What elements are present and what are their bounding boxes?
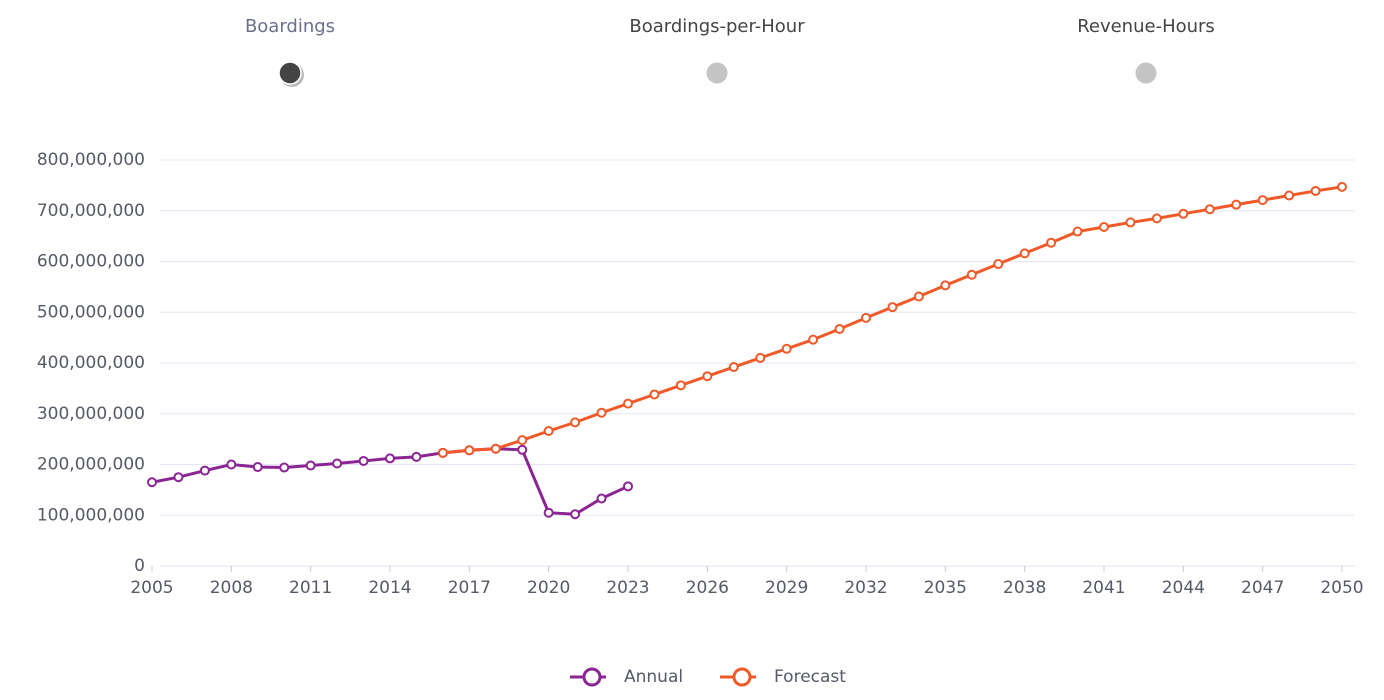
point bbox=[1125, 217, 1136, 228]
y-tick-label: 700,000,000 bbox=[37, 201, 145, 221]
x-tick-label: 2008 bbox=[210, 578, 253, 598]
point bbox=[1310, 185, 1321, 196]
x-tick-label: 2050 bbox=[1320, 578, 1363, 598]
point bbox=[437, 447, 448, 458]
x-tick-label: 2026 bbox=[686, 578, 729, 598]
x-tick-label: 2038 bbox=[1003, 578, 1046, 598]
y-tick-label: 800,000,000 bbox=[37, 150, 145, 170]
point bbox=[517, 444, 528, 455]
point bbox=[570, 509, 581, 520]
point bbox=[570, 417, 581, 428]
y-tick-label: 600,000,000 bbox=[37, 252, 145, 272]
point bbox=[596, 407, 607, 418]
point bbox=[808, 334, 819, 345]
legend-label[interactable]: Annual bbox=[624, 667, 683, 687]
tab-radio[interactable] bbox=[278, 61, 302, 85]
point bbox=[755, 352, 766, 363]
point bbox=[226, 459, 237, 470]
point bbox=[385, 453, 395, 464]
point bbox=[993, 259, 1004, 270]
point bbox=[332, 458, 343, 469]
tab-radio[interactable] bbox=[706, 62, 728, 84]
point bbox=[1178, 208, 1189, 219]
point bbox=[1072, 226, 1083, 237]
point bbox=[728, 362, 739, 373]
series-line bbox=[442, 185, 1343, 455]
point bbox=[1099, 221, 1109, 232]
y-tick-label: 200,000,000 bbox=[37, 455, 145, 475]
point bbox=[675, 380, 686, 391]
tab-radio[interactable] bbox=[1135, 62, 1157, 84]
point bbox=[1284, 190, 1295, 201]
point bbox=[596, 493, 607, 504]
legend-label[interactable]: Forecast bbox=[774, 667, 846, 687]
y-tick-label: 300,000,000 bbox=[37, 404, 145, 424]
x-tick-label: 2017 bbox=[448, 578, 491, 598]
point bbox=[543, 426, 554, 437]
point bbox=[490, 443, 501, 454]
y-tick-label: 400,000,000 bbox=[37, 353, 145, 373]
point bbox=[940, 280, 951, 291]
y-tick-label: 500,000,000 bbox=[37, 302, 145, 322]
point bbox=[1046, 237, 1057, 248]
x-tick-label: 2020 bbox=[527, 578, 570, 598]
point bbox=[517, 435, 528, 446]
point bbox=[834, 323, 845, 334]
x-tick-label: 2029 bbox=[765, 578, 808, 598]
point bbox=[1231, 199, 1242, 210]
x-tick-label: 2032 bbox=[844, 578, 887, 598]
point bbox=[861, 312, 871, 323]
x-tick-label: 2035 bbox=[924, 578, 967, 598]
point bbox=[702, 371, 713, 382]
x-tick-label: 2005 bbox=[130, 578, 173, 598]
point bbox=[623, 481, 633, 492]
point bbox=[913, 291, 924, 302]
point bbox=[1257, 195, 1268, 206]
point bbox=[173, 472, 184, 483]
point bbox=[543, 507, 554, 518]
point bbox=[305, 460, 316, 471]
point bbox=[199, 465, 210, 476]
point bbox=[781, 343, 792, 354]
x-tick-label: 2044 bbox=[1162, 578, 1205, 598]
point bbox=[252, 462, 263, 473]
point bbox=[147, 477, 157, 488]
point bbox=[1337, 181, 1347, 192]
x-tick-label: 2014 bbox=[368, 578, 411, 598]
point bbox=[279, 462, 290, 473]
x-tick-label: 2023 bbox=[606, 578, 649, 598]
point bbox=[411, 451, 422, 462]
point bbox=[623, 398, 633, 409]
legend-marker bbox=[732, 667, 752, 687]
point bbox=[358, 455, 369, 466]
x-tick-label: 2041 bbox=[1082, 578, 1125, 598]
point bbox=[887, 302, 898, 313]
legend-marker bbox=[582, 667, 602, 687]
point bbox=[1151, 213, 1162, 224]
tab-label[interactable]: Boardings bbox=[245, 16, 335, 37]
y-tick-label: 0 bbox=[134, 556, 145, 576]
x-tick-label: 2011 bbox=[289, 578, 332, 598]
y-tick-label: 100,000,000 bbox=[37, 505, 145, 525]
point bbox=[966, 269, 977, 280]
tab-label[interactable]: Boardings-per-Hour bbox=[629, 16, 805, 37]
point bbox=[649, 389, 660, 400]
point bbox=[1019, 248, 1030, 259]
point bbox=[464, 445, 475, 456]
tab-label[interactable]: Revenue-Hours bbox=[1077, 16, 1215, 37]
x-tick-label: 2047 bbox=[1241, 578, 1284, 598]
point bbox=[1204, 204, 1215, 215]
